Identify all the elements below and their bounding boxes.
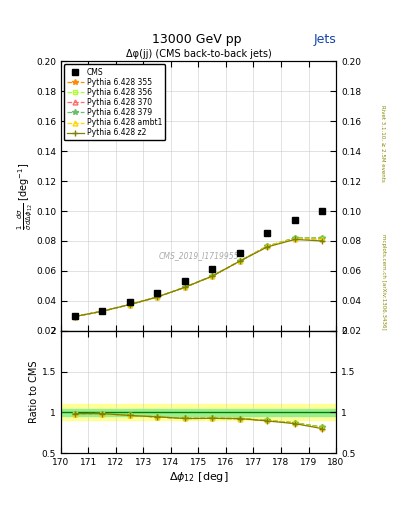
Title: Δφ(јј) (CMS back-to-back jets): Δφ(јј) (CMS back-to-back jets) xyxy=(126,49,271,59)
X-axis label: $\Delta\phi_{12}$ [deg]: $\Delta\phi_{12}$ [deg] xyxy=(169,470,228,484)
Text: Jets: Jets xyxy=(313,33,336,46)
Text: Rivet 3.1.10, ≥ 2.5M events: Rivet 3.1.10, ≥ 2.5M events xyxy=(381,105,386,182)
Y-axis label: $\frac{1}{\bar{\sigma}}\frac{d\sigma}{d\Delta\phi_{12}}$ [deg$^{-1}$]: $\frac{1}{\bar{\sigma}}\frac{d\sigma}{d\… xyxy=(15,162,35,230)
Bar xyxy=(61,404,336,420)
Text: mcplots.cern.ch [arXiv:1306.3436]: mcplots.cern.ch [arXiv:1306.3436] xyxy=(381,234,386,329)
Y-axis label: Ratio to CMS: Ratio to CMS xyxy=(29,360,39,423)
Text: CMS_2019_I1719955: CMS_2019_I1719955 xyxy=(158,251,239,260)
Bar xyxy=(61,409,336,416)
Text: 13000 GeV pp: 13000 GeV pp xyxy=(152,33,241,46)
Legend: CMS, Pythia 6.428 355, Pythia 6.428 356, Pythia 6.428 370, Pythia 6.428 379, Pyt: CMS, Pythia 6.428 355, Pythia 6.428 356,… xyxy=(64,65,165,140)
